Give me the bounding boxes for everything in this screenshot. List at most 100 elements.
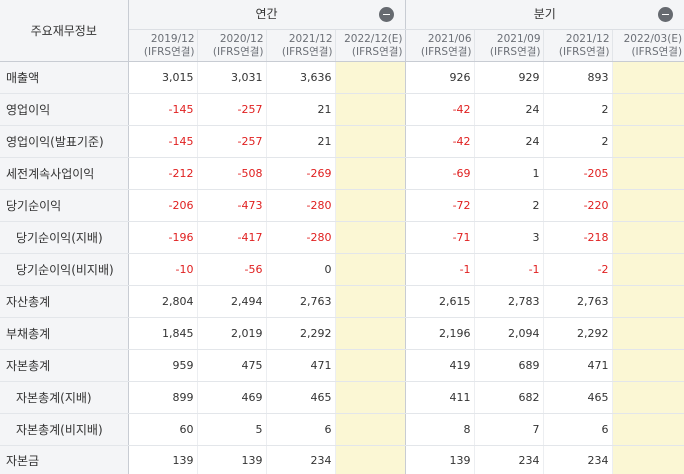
value-cell: 2,019 — [197, 318, 266, 350]
value-cell: 471 — [543, 350, 612, 382]
value-cell: 0 — [266, 254, 335, 286]
value-cell: 139 — [128, 446, 197, 474]
value-cell: -473 — [197, 190, 266, 222]
period-basis: (IFRS연결) — [613, 46, 683, 59]
value-cell: 24 — [474, 126, 543, 158]
period-date: 2019/12 — [129, 33, 195, 46]
estimate-cell — [612, 286, 684, 318]
value-cell: -42 — [405, 126, 474, 158]
value-cell: 465 — [543, 382, 612, 414]
value-cell: -145 — [128, 126, 197, 158]
value-cell: -269 — [266, 158, 335, 190]
value-cell: -280 — [266, 190, 335, 222]
estimate-cell — [335, 350, 405, 382]
row-label: 당기순이익(비지배) — [0, 254, 128, 286]
value-cell: -1 — [405, 254, 474, 286]
estimate-cell — [612, 254, 684, 286]
estimate-cell — [612, 158, 684, 190]
value-cell: 3,636 — [266, 62, 335, 94]
value-cell: 2,783 — [474, 286, 543, 318]
value-cell: -220 — [543, 190, 612, 222]
annual-group-header: 연간 — [128, 0, 405, 30]
quarter-period-header: 2021/09(IFRS연결) — [474, 30, 543, 62]
quarter-period-header: 2022/03(E)(IFRS연결) — [612, 30, 684, 62]
estimate-cell — [335, 446, 405, 474]
row-label: 세전계속사업이익 — [0, 158, 128, 190]
value-cell: 3 — [474, 222, 543, 254]
estimate-cell — [335, 62, 405, 94]
period-date: 2022/03(E) — [613, 33, 683, 46]
estimate-cell — [612, 446, 684, 474]
row-label: 당기순이익 — [0, 190, 128, 222]
corner-header: 주요재무정보 — [0, 0, 128, 62]
period-basis: (IFRS연결) — [544, 46, 610, 59]
estimate-cell — [612, 190, 684, 222]
value-cell: -2 — [543, 254, 612, 286]
estimate-cell — [612, 350, 684, 382]
estimate-cell — [612, 414, 684, 446]
value-cell: -69 — [405, 158, 474, 190]
value-cell: 419 — [405, 350, 474, 382]
value-cell: 139 — [197, 446, 266, 474]
value-cell: 7 — [474, 414, 543, 446]
period-basis: (IFRS연결) — [267, 46, 333, 59]
value-cell: 2,804 — [128, 286, 197, 318]
value-cell: 5 — [197, 414, 266, 446]
period-date: 2021/06 — [406, 33, 472, 46]
value-cell: 2 — [543, 94, 612, 126]
value-cell: 469 — [197, 382, 266, 414]
value-cell: 959 — [128, 350, 197, 382]
value-cell: 929 — [474, 62, 543, 94]
value-cell: -508 — [197, 158, 266, 190]
value-cell: 893 — [543, 62, 612, 94]
value-cell: 2,196 — [405, 318, 474, 350]
period-date: 2021/12 — [267, 33, 333, 46]
value-cell: -71 — [405, 222, 474, 254]
row-label: 부채총계 — [0, 318, 128, 350]
value-cell: 3,031 — [197, 62, 266, 94]
row-label: 매출액 — [0, 62, 128, 94]
value-cell: -257 — [197, 94, 266, 126]
row-label: 자본총계 — [0, 350, 128, 382]
value-cell: 2 — [543, 126, 612, 158]
value-cell: -196 — [128, 222, 197, 254]
value-cell: 2,292 — [266, 318, 335, 350]
estimate-cell — [335, 94, 405, 126]
value-cell: 234 — [543, 446, 612, 474]
annual-collapse-icon[interactable] — [379, 7, 394, 22]
quarterly-collapse-icon[interactable] — [658, 7, 673, 22]
row-label: 영업이익 — [0, 94, 128, 126]
value-cell: -218 — [543, 222, 612, 254]
estimate-cell — [335, 190, 405, 222]
value-cell: -257 — [197, 126, 266, 158]
annual-period-header: 2021/12(IFRS연결) — [266, 30, 335, 62]
value-cell: -42 — [405, 94, 474, 126]
value-cell: -145 — [128, 94, 197, 126]
estimate-cell — [335, 126, 405, 158]
value-cell: 2,763 — [266, 286, 335, 318]
value-cell: 3,015 — [128, 62, 197, 94]
value-cell: -280 — [266, 222, 335, 254]
estimate-cell — [612, 382, 684, 414]
value-cell: 2,292 — [543, 318, 612, 350]
value-cell: 471 — [266, 350, 335, 382]
value-cell: 1,845 — [128, 318, 197, 350]
value-cell: 689 — [474, 350, 543, 382]
period-date: 2020/12 — [198, 33, 264, 46]
annual-period-header: 2022/12(E)(IFRS연결) — [335, 30, 405, 62]
value-cell: 465 — [266, 382, 335, 414]
row-label: 영업이익(발표기준) — [0, 126, 128, 158]
value-cell: 2,494 — [197, 286, 266, 318]
value-cell: 139 — [405, 446, 474, 474]
value-cell: -205 — [543, 158, 612, 190]
value-cell: -206 — [128, 190, 197, 222]
value-cell: 21 — [266, 94, 335, 126]
annual-period-header: 2020/12(IFRS연결) — [197, 30, 266, 62]
value-cell: 2,763 — [543, 286, 612, 318]
estimate-cell — [612, 94, 684, 126]
